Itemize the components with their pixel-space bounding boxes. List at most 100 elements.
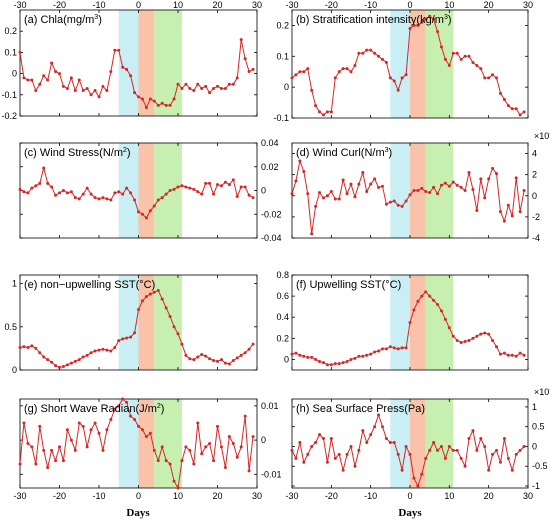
panel-c-point xyxy=(69,190,73,194)
panel-f-point xyxy=(310,355,314,359)
panel-h-point xyxy=(318,433,322,437)
panel-d-point xyxy=(514,176,518,180)
panel-g-point xyxy=(247,469,251,473)
panel-b-point xyxy=(337,70,341,74)
panel-f-point xyxy=(306,355,310,359)
panel-a-point xyxy=(184,82,188,86)
panel-b-point xyxy=(369,48,373,52)
panel-d-point xyxy=(443,181,447,185)
panel-a-point xyxy=(231,82,235,86)
panel-d-point xyxy=(400,204,404,208)
panel-e-point xyxy=(101,347,105,351)
panel-d-point xyxy=(459,185,463,189)
panel-h-point xyxy=(298,441,302,445)
panel-c-point xyxy=(133,198,137,202)
panel-c-point xyxy=(208,181,212,185)
panel-e-point xyxy=(54,364,58,368)
panel-f-point xyxy=(400,346,404,350)
panel-a-point xyxy=(188,86,192,90)
panel-a-point xyxy=(156,103,160,107)
panel-a-point xyxy=(152,99,156,103)
panel-g-point xyxy=(204,445,208,449)
panel-d-point xyxy=(475,209,479,213)
panel-d-title: (d) Wind Curl(N/m3) xyxy=(296,147,392,159)
panel-g-point xyxy=(176,486,180,490)
panel-a-title: (a) Chla(mg/m3) xyxy=(24,14,102,26)
panel-d-point xyxy=(365,190,369,194)
panel-c-point xyxy=(50,185,54,189)
panel-b-point xyxy=(479,67,483,71)
panel-f-point xyxy=(459,341,463,345)
panel-g-ytick-label: 0.01 xyxy=(261,401,279,411)
panel-a-point xyxy=(223,86,227,90)
panel-f-point xyxy=(314,357,318,361)
panel-f-point xyxy=(373,350,377,354)
panel-c-point xyxy=(168,189,172,192)
panel-g-point xyxy=(156,459,160,463)
panel-e-point xyxy=(133,331,137,335)
panel-b-point xyxy=(487,76,491,80)
panel-d-point xyxy=(333,197,337,201)
panel-g-point xyxy=(50,448,54,452)
panel-h-xtick-label: 10 xyxy=(444,491,454,501)
panel-a-xtick-label-top: -20 xyxy=(53,0,66,10)
panel-c-point xyxy=(125,186,129,190)
panel-h-point xyxy=(443,456,447,460)
panel-f-point xyxy=(333,362,337,366)
panel-f-point xyxy=(294,351,298,355)
panel-e-point xyxy=(223,361,227,365)
panel-a-point xyxy=(77,78,81,82)
panel-g-xtick-label: -10 xyxy=(92,491,105,501)
panel-h-point xyxy=(455,448,459,452)
panel-a-shade-3 xyxy=(154,10,182,116)
panel-c-point xyxy=(196,190,200,194)
panel-b-point xyxy=(321,113,325,117)
panel-a-point xyxy=(160,101,164,105)
panel-f-point xyxy=(451,334,455,338)
panel-b-point xyxy=(361,51,365,55)
panel-c-point xyxy=(172,187,176,191)
panel-d-point xyxy=(337,197,341,201)
panel-e-point xyxy=(42,355,46,359)
panel-e-point xyxy=(85,353,89,357)
panel-a-point xyxy=(180,86,184,90)
panel-h-point xyxy=(475,448,479,452)
panel-b-point xyxy=(294,73,298,77)
panel-g-point xyxy=(42,448,46,452)
panel-e-title: (e) non−upwelling SST(°C) xyxy=(24,279,155,291)
panel-e-point xyxy=(196,355,200,359)
panel-h-point xyxy=(471,429,475,433)
panel-d-point xyxy=(294,179,298,183)
panel-a-point xyxy=(125,67,129,71)
panel-f-point xyxy=(498,352,502,356)
panel-b-point xyxy=(471,60,475,64)
panel-h-shade-1 xyxy=(390,399,410,488)
panel-f-point xyxy=(439,309,443,313)
panel-a-xtick-label-top: 30 xyxy=(252,0,262,10)
panel-d-point xyxy=(487,177,491,181)
panel-d-point xyxy=(439,183,443,187)
panel-d-ytick-label: 0 xyxy=(532,191,537,201)
panel-h-point xyxy=(294,456,298,460)
panel-a-point xyxy=(168,103,172,107)
panel-c-point xyxy=(34,184,38,188)
panel-b-point xyxy=(463,54,467,58)
panel-h-xtick-label: 30 xyxy=(523,491,533,501)
panel-g-shade-3 xyxy=(154,399,182,488)
panel-h-point xyxy=(518,448,522,452)
panel-e-point xyxy=(109,349,113,353)
panel-b-point xyxy=(298,70,302,74)
panel-b-point xyxy=(310,88,314,92)
panel-c: -0.04 -0.02 0 0.02 0.04 (c) Wind Stress(N/m2) xyxy=(18,138,282,243)
panel-a-point xyxy=(121,65,125,69)
panel-g-point xyxy=(172,479,176,483)
panel-e-point xyxy=(219,358,223,362)
panel-d-ytick-label: -4 xyxy=(532,233,540,243)
panel-e-point xyxy=(208,357,212,361)
panel-f-point xyxy=(349,357,353,361)
panel-b-point xyxy=(306,67,310,71)
panel-d-point xyxy=(424,190,428,194)
panel-h-exponent-label: ×10-5 xyxy=(534,387,550,397)
panel-g-point xyxy=(89,428,93,432)
panel-d-point xyxy=(479,177,483,181)
